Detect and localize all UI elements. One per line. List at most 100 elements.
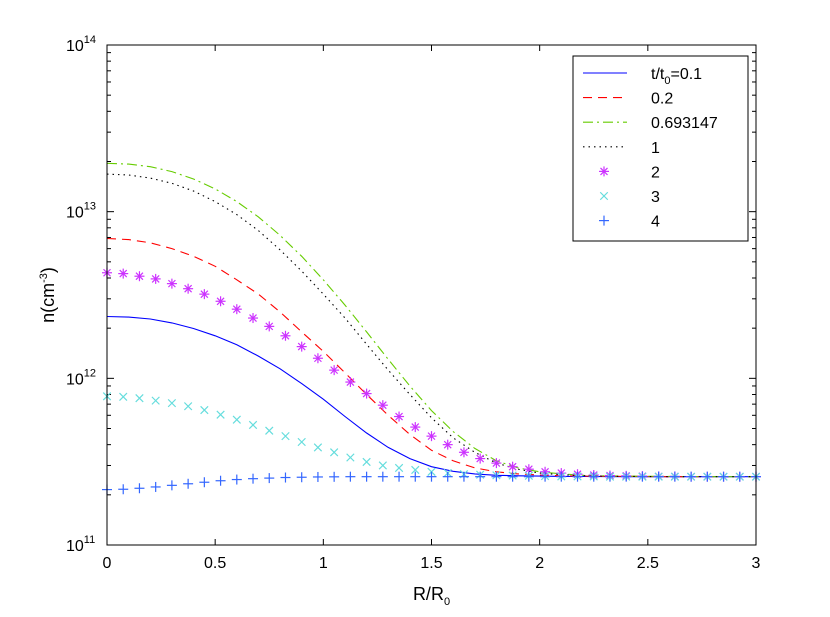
data-point: [361, 471, 372, 482]
data-point: [702, 471, 713, 482]
marker-stroke: [411, 423, 420, 431]
marker-stroke: [216, 297, 225, 306]
x-axis-label: R/R0: [413, 584, 450, 608]
data-point: [248, 473, 259, 484]
data-point: [150, 481, 161, 492]
y-tick-label-base: 10: [66, 38, 84, 55]
marker-stroke: [135, 272, 144, 281]
data-point: [200, 405, 209, 415]
data-point: [248, 313, 259, 324]
legend-label: t/t0=0.1: [651, 66, 702, 87]
series-marker-plus: [102, 471, 761, 495]
data-point: [411, 465, 420, 475]
marker-stroke: [200, 405, 209, 415]
y-tick-label-exponent: 13: [84, 201, 96, 213]
data-point: [329, 448, 339, 457]
data-point: [621, 471, 632, 482]
y-tick-label: 1011: [66, 534, 95, 555]
data-point: [361, 388, 372, 399]
data-point: [248, 420, 258, 430]
plot-frame: [106, 44, 757, 546]
marker-stroke: [330, 366, 339, 375]
data-point: [491, 471, 502, 482]
x-tick-label: 3: [752, 555, 761, 572]
y-tick-label: 1014: [66, 34, 96, 55]
data-point: [426, 431, 437, 442]
data-point: [394, 463, 404, 473]
data-point: [345, 471, 356, 482]
data-point: [475, 453, 486, 464]
marker-stroke: [362, 457, 371, 467]
legend-label: 1: [651, 140, 660, 157]
data-point: [265, 426, 274, 435]
data-point: [199, 289, 210, 300]
data-point: [507, 461, 518, 472]
data-point: [215, 475, 226, 486]
data-point: [686, 471, 697, 482]
marker-stroke: [508, 462, 517, 471]
legend: t/t0=0.1 0.2 0.693147 1 2 3 4: [572, 55, 749, 242]
data-point: [166, 480, 177, 491]
y-axis-label-main: n(cm: [38, 283, 58, 323]
marker-stroke: [265, 426, 274, 435]
data-point: [637, 471, 648, 482]
x-axis-label-main: R/R: [413, 584, 444, 604]
data-point: [118, 268, 129, 279]
x-tick-label: 1.5: [420, 555, 442, 572]
data-point: [507, 471, 518, 482]
y-tick-label: 1013: [66, 201, 96, 222]
marker-stroke: [297, 342, 306, 351]
data-point: [167, 398, 177, 408]
x-tick-label: 0.5: [204, 555, 226, 572]
data-point: [151, 396, 160, 405]
y-tick-label-exponent: 11: [84, 534, 95, 546]
data-point: [442, 471, 453, 482]
data-point: [540, 471, 551, 482]
marker-stroke: [524, 465, 533, 474]
data-point: [377, 471, 388, 482]
marker-stroke: [378, 401, 387, 410]
data-point: [150, 273, 161, 284]
legend-item: 3: [599, 189, 660, 206]
data-point: [312, 353, 323, 364]
data-point: [426, 471, 437, 482]
marker-stroke: [378, 461, 387, 470]
data-point: [280, 472, 291, 483]
data-point: [669, 471, 680, 482]
legend-marker: [599, 166, 609, 177]
data-point: [410, 471, 421, 482]
data-point: [183, 478, 194, 489]
data-point: [734, 471, 745, 482]
marker-stroke: [329, 448, 339, 457]
data-point: [231, 304, 242, 315]
data-point: [329, 471, 340, 482]
marker-stroke: [443, 440, 452, 449]
marker-stroke: [119, 392, 128, 401]
marker-stroke: [183, 402, 193, 411]
data-point: [166, 278, 177, 289]
data-point: [362, 457, 371, 467]
data-point: [345, 377, 356, 388]
marker-stroke: [492, 459, 501, 468]
x-tick-label: 0: [103, 555, 112, 572]
data-point: [281, 431, 290, 441]
marker-stroke: [313, 443, 323, 452]
plot-series: [102, 162, 761, 495]
data-point: [572, 471, 583, 482]
marker-stroke: [281, 331, 290, 340]
x-axis-label-subscript: 0: [444, 596, 450, 608]
legend-marker: [599, 215, 609, 226]
data-point: [134, 483, 145, 494]
data-point: [346, 453, 355, 462]
marker-stroke: [346, 453, 355, 462]
data-point: [264, 321, 275, 332]
legend-label: 0.2: [651, 91, 673, 108]
marker-stroke: [346, 378, 355, 386]
data-point: [199, 477, 210, 488]
y-axis-label-superscript: -3: [38, 273, 50, 283]
data-point: [118, 484, 129, 495]
legend-label-part: t/t: [651, 66, 665, 83]
marker-stroke: [297, 437, 306, 447]
legend-label: 4: [651, 214, 660, 231]
y-tick-label-base: 10: [66, 371, 84, 388]
